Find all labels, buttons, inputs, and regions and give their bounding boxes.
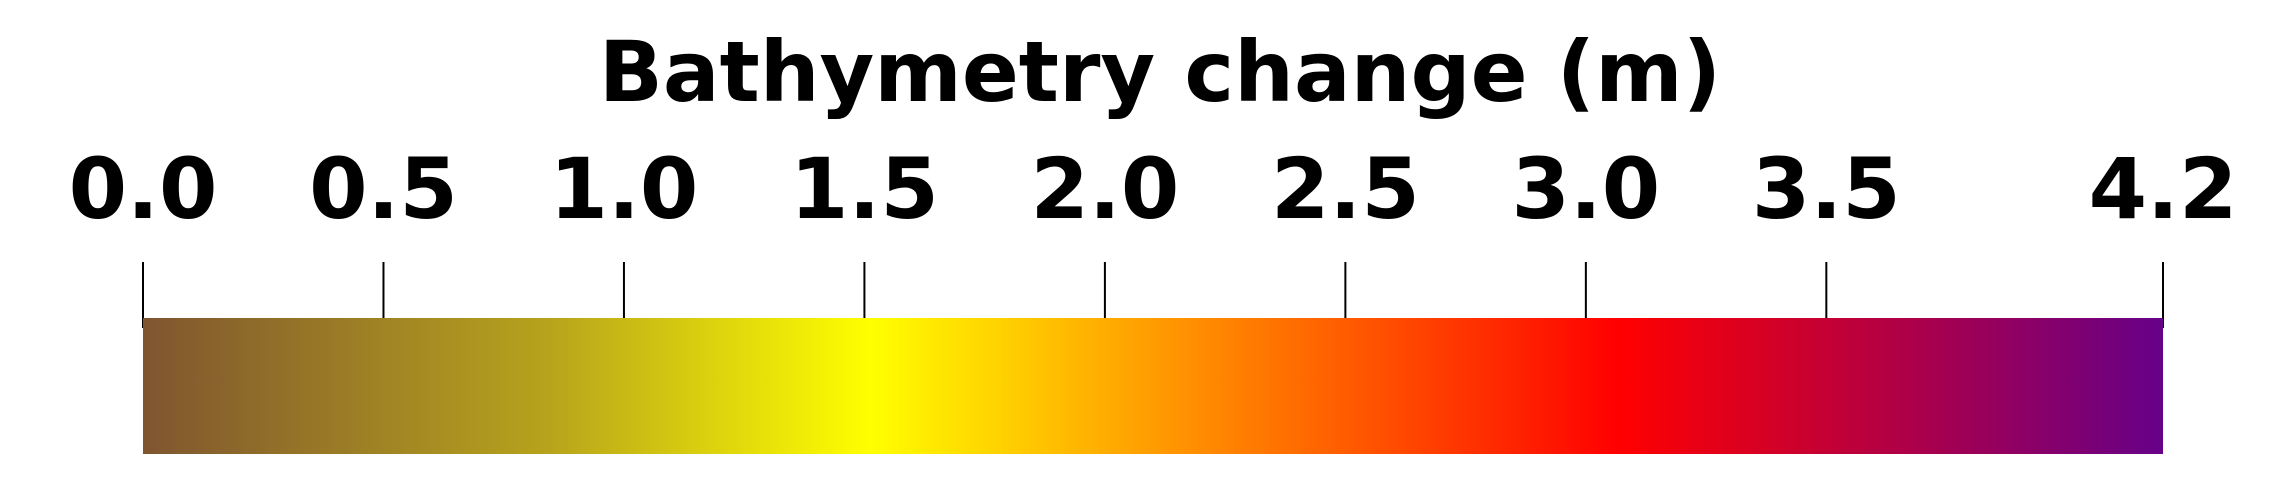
colorbar-gradient-bar <box>143 318 2163 454</box>
tick-label-0.5: 0.5 <box>309 140 458 238</box>
tick-label-0.0: 0.0 <box>69 140 218 238</box>
tick-label-2.0: 2.0 <box>1030 140 1179 238</box>
tick-marks <box>142 262 2164 328</box>
colorbar-title: Bathymetry change (m) <box>599 23 1721 121</box>
tick-label-4.2: 4.2 <box>2089 140 2238 238</box>
tick-label-1.5: 1.5 <box>790 140 939 238</box>
tick-label-3.0: 3.0 <box>1511 140 1660 238</box>
tick-label-3.5: 3.5 <box>1752 140 1901 238</box>
tick-labels: 0.0 0.5 1.0 1.5 2.0 2.5 3.0 3.5 4.2 <box>69 140 2238 238</box>
tick-label-2.5: 2.5 <box>1271 140 1420 238</box>
tick-label-1.0: 1.0 <box>550 140 699 238</box>
